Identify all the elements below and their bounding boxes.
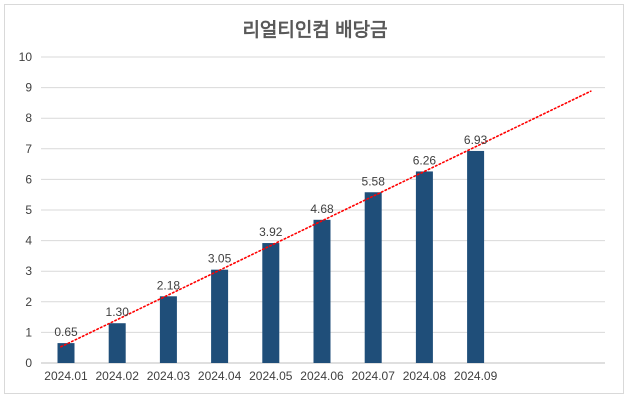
- y-tick-10: 10: [19, 50, 33, 64]
- trendline: [60, 90, 592, 348]
- x-axis-ticks: 2024.01 2024.02 2024.03 2024.04 2024.05 2024.…: [44, 369, 497, 383]
- data-label-2024.01: 0.65: [54, 325, 78, 339]
- bar-2024.01: [57, 343, 75, 363]
- bar-2024.04: [211, 269, 229, 363]
- x-tick-2024.02: 2024.02: [96, 369, 140, 383]
- bar-2024.08: [415, 171, 433, 363]
- x-tick-2024.05: 2024.05: [249, 369, 293, 383]
- chart-title: 리얼티인컴 배당금: [242, 19, 387, 41]
- gridlines: [41, 56, 605, 364]
- x-tick-2024.09: 2024.09: [454, 369, 498, 383]
- x-tick-2024.08: 2024.08: [403, 369, 447, 383]
- data-label-2024.02: 1.30: [106, 305, 130, 319]
- x-tick-2024.07: 2024.07: [352, 369, 396, 383]
- x-tick-2024.03: 2024.03: [147, 369, 191, 383]
- y-tick-1: 1: [25, 325, 32, 339]
- bar-2024.07: [364, 192, 382, 363]
- data-label-2024.05: 3.92: [259, 225, 283, 239]
- y-tick-6: 6: [25, 172, 32, 186]
- data-label-2024.07: 5.58: [362, 174, 386, 188]
- trendline-group: [60, 90, 592, 348]
- x-tick-2024.01: 2024.01: [44, 369, 88, 383]
- y-tick-3: 3: [25, 264, 32, 278]
- y-tick-9: 9: [25, 81, 32, 95]
- y-tick-4: 4: [25, 234, 32, 248]
- y-axis-ticks: 0 1 2 3 4 5 6 7 8 9 10: [19, 50, 33, 370]
- y-tick-0: 0: [25, 356, 32, 370]
- y-tick-8: 8: [25, 111, 32, 125]
- bar-2024.09: [467, 150, 485, 363]
- data-labels: 0.65 1.30 2.18 3.05 3.92 4.68 5.58 6.26 6.93: [54, 133, 487, 339]
- bar-2024.05: [262, 243, 280, 363]
- data-label-2024.03: 2.18: [157, 278, 181, 292]
- data-label-2024.09: 6.93: [464, 133, 488, 147]
- x-tick-2024.06: 2024.06: [300, 369, 344, 383]
- data-label-2024.06: 4.68: [310, 202, 334, 216]
- y-tick-2: 2: [25, 295, 32, 309]
- x-tick-2024.04: 2024.04: [198, 369, 242, 383]
- data-label-2024.08: 6.26: [413, 153, 437, 167]
- bars: [57, 150, 485, 363]
- y-tick-5: 5: [25, 203, 32, 217]
- data-label-2024.04: 3.05: [208, 252, 232, 266]
- bar-2024.03: [159, 296, 177, 363]
- y-tick-7: 7: [25, 142, 32, 156]
- bar-2024.02: [108, 323, 126, 363]
- bar-2024.06: [313, 219, 331, 363]
